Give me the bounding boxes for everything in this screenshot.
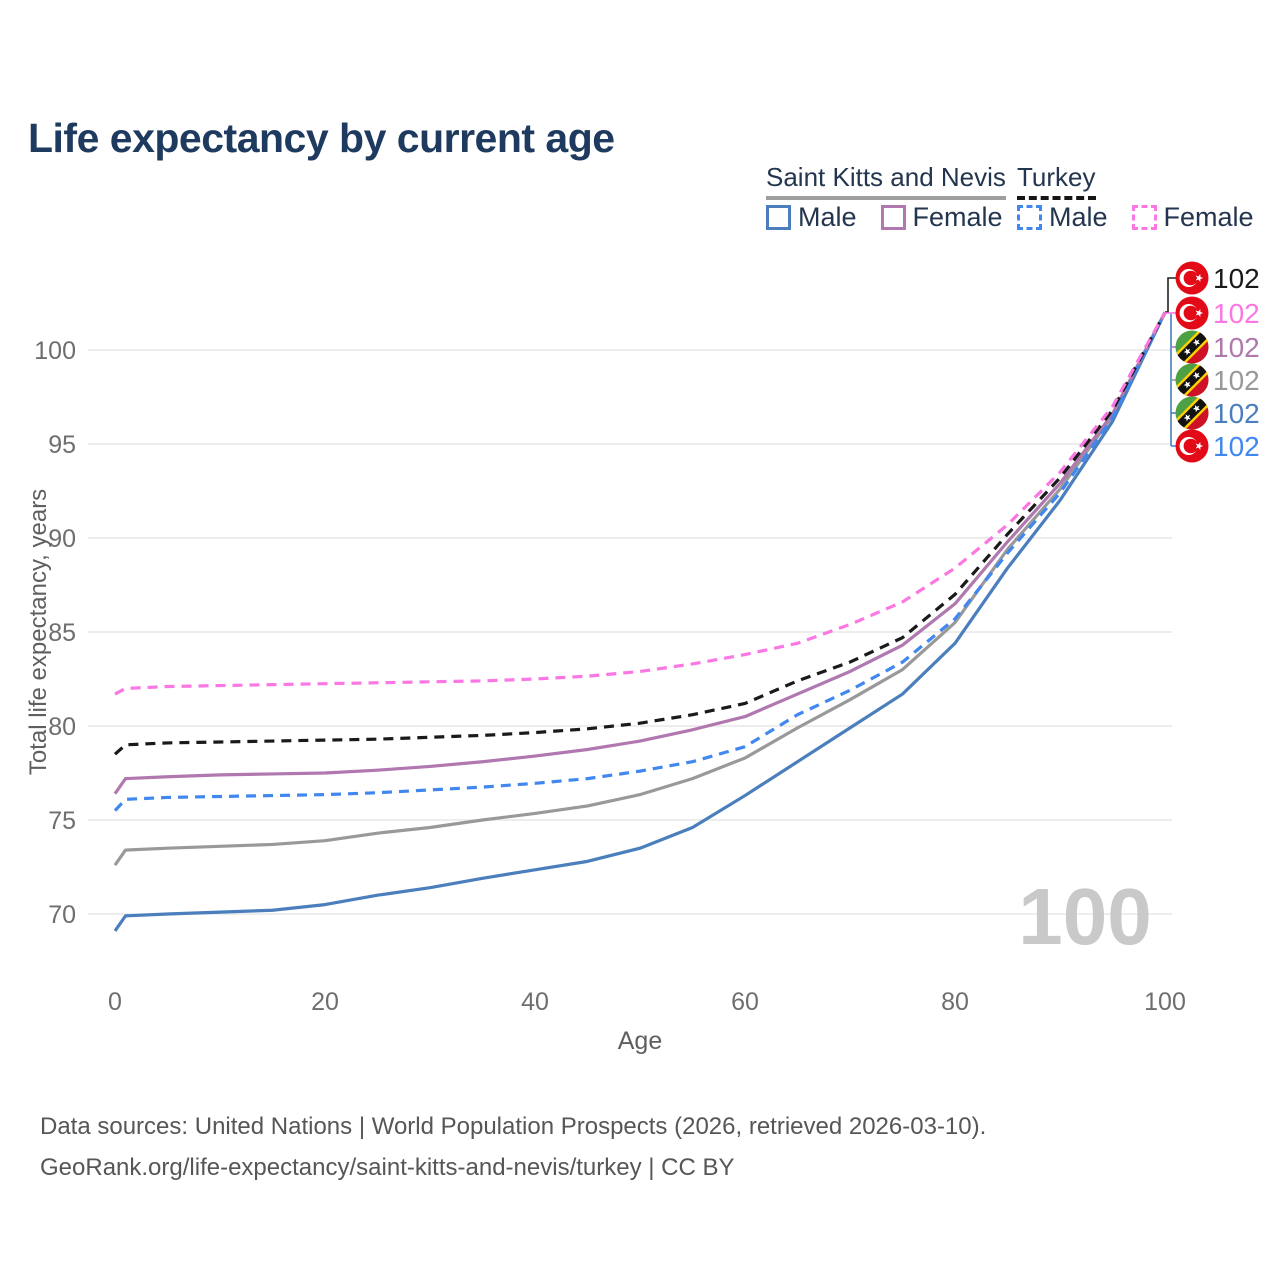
data-sources-line: Data sources: United Nations | World Pop… bbox=[40, 1113, 987, 1140]
turkey-flag-icon bbox=[1175, 429, 1209, 463]
end-value-label-saint-kitts-and-nevis-both: 102 bbox=[1213, 365, 1260, 396]
legend-item-turkey-female[interactable]: Female bbox=[1131, 202, 1254, 233]
x-tick-label-60: 60 bbox=[731, 988, 759, 1016]
end-value-label-turkey-both: 102 bbox=[1213, 263, 1260, 294]
page-title: Life expectancy by current age bbox=[28, 115, 615, 162]
series-line-saint-kitts-and-nevis-male[interactable] bbox=[113, 311, 1167, 932]
series-line-turkey-male[interactable] bbox=[113, 311, 1167, 812]
legend-item-skn-female[interactable]: Female bbox=[880, 202, 1003, 233]
end-value-label-turkey-male: 102 bbox=[1213, 431, 1260, 462]
x-tick-label-100: 100 bbox=[1144, 988, 1186, 1016]
x-tick-label-20: 20 bbox=[311, 988, 339, 1016]
y-tick-label-90: 90 bbox=[48, 525, 76, 553]
legend-label: Female bbox=[1163, 202, 1254, 232]
y-tick-label-80: 80 bbox=[48, 713, 76, 741]
y-tick-label-85: 85 bbox=[48, 619, 76, 647]
legend-label: Male bbox=[1049, 202, 1108, 232]
legend-country-turkey[interactable]: Turkey bbox=[1017, 162, 1096, 200]
y-tick-label-95: 95 bbox=[48, 431, 76, 459]
legend-country-turkey-label: Turkey bbox=[1017, 162, 1096, 192]
y-tick-label-100: 100 bbox=[34, 337, 76, 365]
legend-country-skn-label: Saint Kitts and Nevis bbox=[766, 162, 1006, 192]
legend-items-turkey: Male Female bbox=[1017, 202, 1254, 233]
series-line-turkey-female[interactable] bbox=[114, 311, 1167, 696]
connector-black bbox=[1165, 277, 1177, 313]
y-axis-title: Total life expectancy, years bbox=[25, 489, 52, 775]
turkey-flag-icon bbox=[1175, 296, 1209, 330]
end-value-label-saint-kitts-and-nevis-female: 102 bbox=[1213, 332, 1260, 363]
saint-kitts-and-nevis-flag-icon bbox=[1175, 396, 1209, 430]
turkey-flag-icon bbox=[1175, 261, 1209, 295]
attribution-line: GeoRank.org/life-expectancy/saint-kitts-… bbox=[40, 1154, 735, 1181]
series-line-turkey-both[interactable] bbox=[113, 311, 1167, 756]
turkey-female-swatch-icon bbox=[1131, 205, 1157, 230]
legend-label: Male bbox=[798, 202, 857, 232]
legend-label: Female bbox=[912, 202, 1003, 232]
x-tick-label-40: 40 bbox=[521, 988, 549, 1016]
x-axis-title: Age bbox=[618, 1027, 662, 1055]
y-tick-label-75: 75 bbox=[48, 807, 76, 835]
x-tick-label-0: 0 bbox=[108, 988, 122, 1016]
saint-kitts-and-nevis-flag-icon bbox=[1175, 363, 1209, 397]
age-counter-watermark: 100 bbox=[1018, 872, 1151, 961]
y-tick-label-70: 70 bbox=[48, 901, 76, 929]
end-value-label-turkey-female: 102 bbox=[1213, 298, 1260, 329]
legend-item-turkey-male[interactable]: Male bbox=[1017, 202, 1108, 233]
saint-kitts-and-nevis-flag-icon bbox=[1175, 330, 1209, 364]
turkey-male-swatch-icon bbox=[1017, 205, 1042, 230]
legend-country-skn[interactable]: Saint Kitts and Nevis bbox=[766, 162, 1006, 200]
x-tick-label-80: 80 bbox=[941, 988, 969, 1016]
legend-items-skn: Male Female bbox=[766, 202, 1003, 233]
series-line-saint-kitts-and-nevis-female[interactable] bbox=[113, 311, 1167, 795]
footer: Data sources: United Nations | World Pop… bbox=[40, 1106, 986, 1188]
skn-female-swatch-icon bbox=[880, 205, 906, 230]
series-line-saint-kitts-and-nevis-both[interactable] bbox=[113, 311, 1167, 867]
skn-male-swatch-icon bbox=[766, 205, 791, 230]
legend-item-skn-male[interactable]: Male bbox=[766, 202, 857, 233]
end-value-label-saint-kitts-and-nevis-male: 102 bbox=[1213, 398, 1260, 429]
